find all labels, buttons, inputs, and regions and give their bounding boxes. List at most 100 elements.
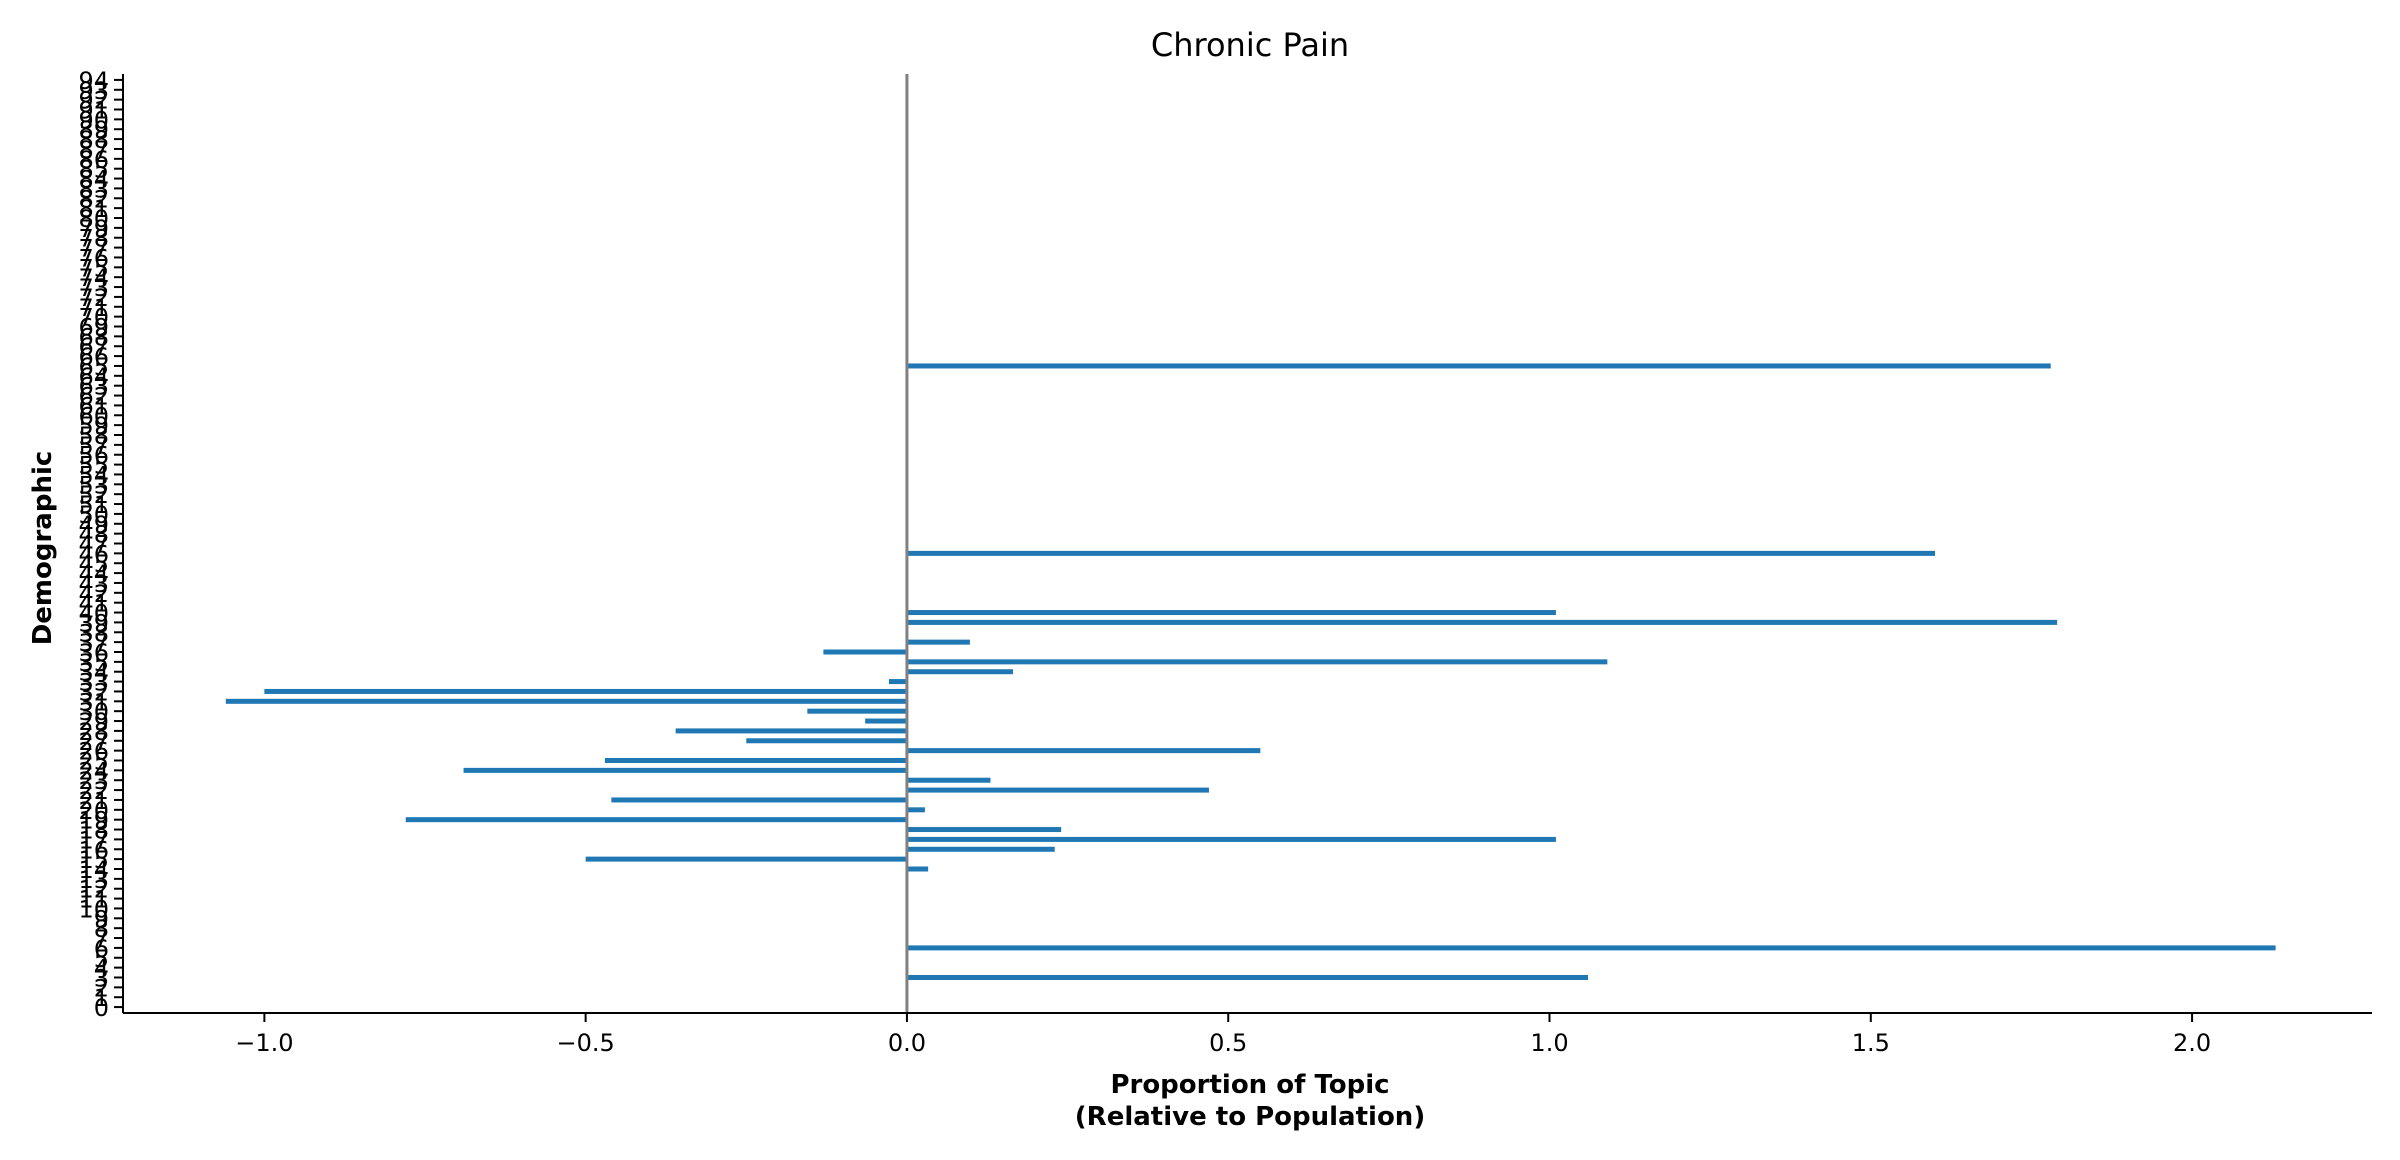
y-tick-label: 66 (78, 343, 109, 371)
y-tick-label: 68 (78, 323, 109, 351)
y-tick-label: 16 (78, 836, 109, 864)
y-tick-label: 70 (78, 304, 109, 332)
bar-6 (906, 945, 2276, 951)
y-tick-label: 75 (78, 254, 109, 282)
y-tick-label: 77 (78, 235, 109, 263)
bar-21 (611, 797, 907, 803)
y-tick-label: 39 (78, 609, 109, 637)
y-tick-label: 9 (94, 905, 109, 933)
y-tick-label: 46 (78, 540, 109, 568)
y-tick-label: 1 (94, 984, 109, 1012)
y-tick-label: 42 (78, 580, 109, 608)
y-tick-label: 88 (78, 126, 109, 154)
bar-28 (675, 728, 907, 734)
y-tick-label: 87 (78, 136, 109, 164)
y-tick-label: 81 (78, 195, 109, 223)
y-tick-label: 20 (78, 797, 109, 825)
y-tick-label: 55 (78, 452, 109, 480)
bar-34 (906, 669, 1013, 675)
bar-27 (746, 738, 907, 744)
bar-14 (906, 866, 929, 872)
y-tick-label: 26 (78, 738, 109, 766)
y-ticks: 0123456789101112131415161718192021222324… (78, 67, 123, 1022)
x-tick-label: 1.0 (1530, 1029, 1568, 1057)
y-tick-label: 33 (78, 669, 109, 697)
bar-36 (823, 649, 907, 655)
y-tick-label: 37 (78, 629, 109, 657)
x-ticks: −1.0 −0.5 0.0 0.5 1.0 1.5 2.0 (235, 1013, 2211, 1057)
y-tick-label: 89 (78, 116, 109, 144)
y-tick-label: 24 (78, 757, 109, 785)
y-tick-label: 52 (78, 481, 109, 509)
y-tick-label: 23 (78, 767, 109, 795)
y-tick-label: 91 (78, 97, 109, 125)
y-tick-label: 41 (78, 590, 109, 618)
x-tick-label: 2.0 (2173, 1029, 2211, 1057)
y-tick-label: 90 (78, 106, 109, 134)
y-axis-label: Demographic (28, 451, 58, 646)
y-tick-label: 73 (78, 274, 109, 302)
x-axis-label-line-2: (Relative to Population) (1075, 1102, 1425, 1132)
y-tick-label: 67 (78, 333, 109, 361)
bar-3 (906, 974, 1589, 980)
y-tick-label: 0 (94, 994, 109, 1022)
y-tick-label: 2 (94, 974, 109, 1002)
y-tick-label: 31 (78, 688, 109, 716)
y-tick-label: 82 (78, 185, 109, 213)
y-tick-label: 50 (78, 501, 109, 529)
y-tick-label: 72 (78, 284, 109, 312)
y-tick-label: 44 (78, 560, 109, 588)
y-tick-label: 63 (78, 373, 109, 401)
y-tick-label: 85 (78, 156, 109, 184)
y-tick-label: 76 (78, 244, 109, 272)
chart-title: Chronic Pain (1151, 26, 1349, 64)
bar-18 (906, 827, 1062, 833)
bar-23 (906, 777, 991, 783)
bar-25 (604, 757, 907, 763)
y-tick-label: 35 (78, 649, 109, 677)
y-tick-label: 79 (78, 215, 109, 243)
bar-19 (405, 817, 907, 823)
y-tick-label: 58 (78, 422, 109, 450)
y-tick-label: 8 (94, 915, 109, 943)
bar-20 (906, 807, 925, 813)
y-tick-label: 65 (78, 353, 109, 381)
y-tick-label: 30 (78, 698, 109, 726)
y-tick-label: 17 (78, 826, 109, 854)
y-tick-label: 83 (78, 175, 109, 203)
y-tick-label: 13 (78, 866, 109, 894)
bars-group (225, 363, 2276, 980)
bar-29 (865, 718, 907, 724)
bar-16 (906, 846, 1055, 852)
bar-33 (888, 679, 907, 685)
y-tick-label: 62 (78, 383, 109, 411)
y-tick-label: 25 (78, 747, 109, 775)
y-tick-label: 4 (94, 955, 109, 983)
y-tick-label: 12 (78, 876, 109, 904)
y-tick-label: 84 (78, 166, 109, 194)
y-tick-label: 15 (78, 846, 109, 874)
bar-35 (906, 659, 1608, 665)
y-tick-label: 53 (78, 471, 109, 499)
y-tick-label: 61 (78, 392, 109, 420)
x-tick-label: −1.0 (235, 1029, 293, 1057)
y-tick-label: 7 (94, 925, 109, 953)
y-tick-label: 18 (78, 817, 109, 845)
bar-40 (906, 610, 1556, 616)
bar-30 (807, 708, 907, 714)
y-tick-label: 51 (78, 491, 109, 519)
y-tick-label: 47 (78, 531, 109, 559)
y-tick-label: 34 (78, 659, 109, 687)
y-tick-label: 14 (78, 856, 109, 884)
y-tick-label: 45 (78, 550, 109, 578)
y-tick-label: 5 (94, 945, 109, 973)
y-tick-label: 49 (78, 511, 109, 539)
y-tick-label: 43 (78, 570, 109, 598)
y-tick-label: 56 (78, 442, 109, 470)
y-tick-label: 54 (78, 461, 109, 489)
bar-24 (463, 767, 907, 773)
y-tick-label: 28 (78, 718, 109, 746)
y-tick-label: 10 (78, 895, 109, 923)
x-tick-label: 0.5 (1209, 1029, 1247, 1057)
